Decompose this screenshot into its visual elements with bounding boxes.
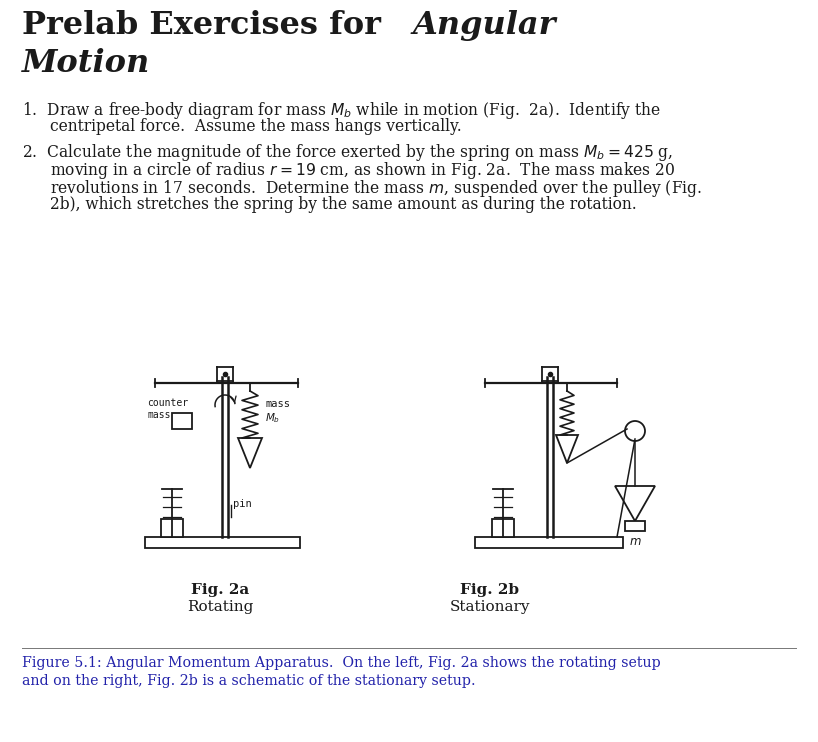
Text: Fig. 2b: Fig. 2b: [461, 583, 519, 597]
Text: pin: pin: [233, 499, 252, 509]
Text: Angular: Angular: [412, 10, 555, 41]
Text: counter
mass: counter mass: [147, 398, 188, 419]
Polygon shape: [161, 519, 183, 537]
Polygon shape: [238, 438, 262, 468]
Text: Prelab Exercises for: Prelab Exercises for: [22, 10, 392, 41]
Text: 2.  Calculate the magnitude of the force exerted by the spring on mass $M_b = 42: 2. Calculate the magnitude of the force …: [22, 142, 673, 163]
Text: centripetal force.  Assume the mass hangs vertically.: centripetal force. Assume the mass hangs…: [50, 118, 461, 135]
Polygon shape: [615, 486, 655, 521]
Text: Figure 5.1: Angular Momentum Apparatus.  On the left, Fig. 2a shows the rotating: Figure 5.1: Angular Momentum Apparatus. …: [22, 656, 661, 670]
Polygon shape: [475, 537, 623, 548]
Text: Rotating: Rotating: [187, 600, 254, 614]
Text: 1.  Draw a free-body diagram for mass $M_b$ while in motion (Fig.  2a).  Identif: 1. Draw a free-body diagram for mass $M_…: [22, 100, 661, 121]
Polygon shape: [172, 413, 192, 429]
Text: Fig. 2a: Fig. 2a: [191, 583, 249, 597]
Text: Stationary: Stationary: [450, 600, 530, 614]
Text: moving in a circle of radius $r = 19$ cm, as shown in Fig. 2a.  The mass makes 2: moving in a circle of radius $r = 19$ cm…: [50, 160, 675, 181]
Text: 2b), which stretches the spring by the same amount as during the rotation.: 2b), which stretches the spring by the s…: [50, 196, 636, 213]
Text: revolutions in 17 seconds.  Determine the mass $m$, suspended over the pulley (F: revolutions in 17 seconds. Determine the…: [50, 178, 702, 199]
Polygon shape: [492, 519, 514, 537]
Text: and on the right, Fig. 2b is a schematic of the stationary setup.: and on the right, Fig. 2b is a schematic…: [22, 674, 475, 688]
Text: mass
$M_b$: mass $M_b$: [265, 399, 290, 425]
Polygon shape: [625, 521, 645, 531]
Polygon shape: [145, 537, 300, 548]
Text: Motion: Motion: [22, 48, 151, 79]
Polygon shape: [556, 435, 578, 463]
Text: $m$: $m$: [629, 535, 641, 548]
